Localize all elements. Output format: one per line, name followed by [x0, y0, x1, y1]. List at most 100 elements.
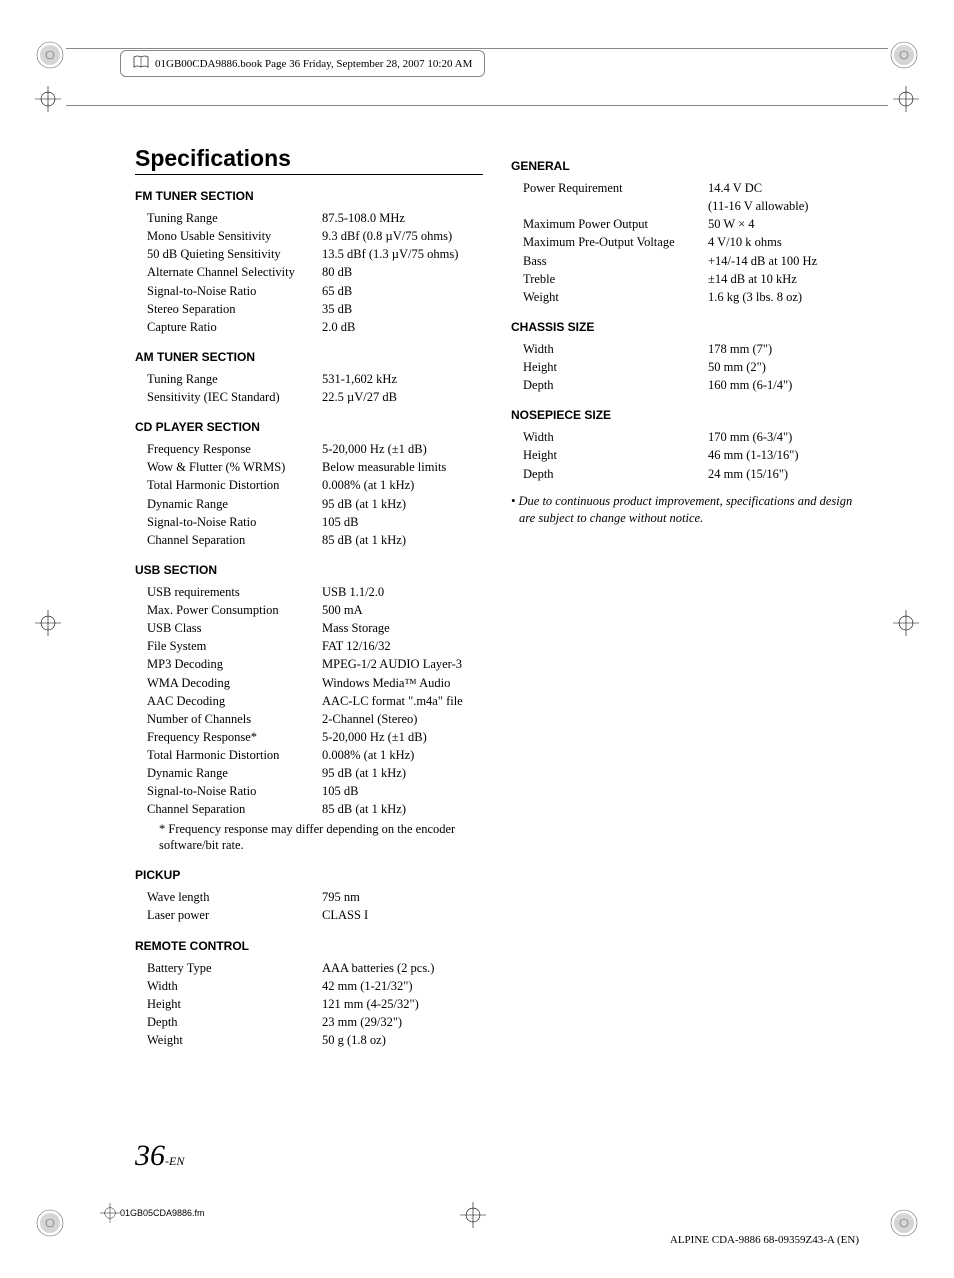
spec-label: Total Harmonic Distortion [147, 746, 322, 764]
section-heading: REMOTE CONTROL [135, 939, 483, 953]
disclaimer-note: • Due to continuous product improvement,… [511, 493, 859, 527]
spec-label: Frequency Response [147, 440, 322, 458]
spec-row: USB ClassMass Storage [147, 619, 483, 637]
spec-row-extra: (11-16 V allowable) [523, 197, 859, 215]
spec-row: Tuning Range531-1,602 kHz [147, 370, 483, 388]
spec-label: Sensitivity (IEC Standard) [147, 388, 322, 406]
header-text: 01GB00CDA9886.book Page 36 Friday, Septe… [155, 58, 472, 70]
spec-row: Stereo Separation35 dB [147, 300, 483, 318]
book-icon [133, 55, 149, 72]
spec-label: Stereo Separation [147, 300, 322, 318]
spec-row: Signal-to-Noise Ratio105 dB [147, 782, 483, 800]
spec-label: Mono Usable Sensitivity [147, 227, 322, 245]
spec-value: 160 mm (6-1/4") [708, 376, 859, 394]
book-header: 01GB00CDA9886.book Page 36 Friday, Septe… [120, 50, 485, 77]
crosshair-icon [893, 86, 919, 112]
spec-value: 95 dB (at 1 kHz) [322, 764, 483, 782]
section-heading: FM TUNER SECTION [135, 189, 483, 203]
page-number-value: 36 [135, 1139, 165, 1172]
spec-value: 0.008% (at 1 kHz) [322, 746, 483, 764]
spec-row: Bass+14/-14 dB at 100 Hz [523, 252, 859, 270]
spec-value: 121 mm (4-25/32") [322, 995, 483, 1013]
spec-row: USB requirementsUSB 1.1/2.0 [147, 583, 483, 601]
section-footnote: * Frequency response may differ dependin… [159, 821, 483, 855]
spec-row: Alternate Channel Selectivity80 dB [147, 263, 483, 281]
spec-list: Wave length795 nmLaser powerCLASS I [147, 888, 483, 924]
crosshair-icon [100, 1203, 120, 1223]
section-heading: PICKUP [135, 868, 483, 882]
spec-row: Laser powerCLASS I [147, 906, 483, 924]
crosshair-icon [893, 610, 919, 636]
crosshair-icon [35, 610, 61, 636]
spec-label: Weight [523, 288, 708, 306]
spec-row: Dynamic Range95 dB (at 1 kHz) [147, 764, 483, 782]
spec-row: Maximum Pre-Output Voltage4 V/10 k ohms [523, 233, 859, 251]
spec-row: Signal-to-Noise Ratio105 dB [147, 513, 483, 531]
crosshair-icon [35, 86, 61, 112]
spec-row: Power Requirement14.4 V DC [523, 179, 859, 197]
spec-row: Total Harmonic Distortion0.008% (at 1 kH… [147, 746, 483, 764]
content-area: Specifications FM TUNER SECTIONTuning Ra… [135, 145, 859, 1049]
spec-list: Frequency Response5-20,000 Hz (±1 dB)Wow… [147, 440, 483, 549]
spec-label: Frequency Response* [147, 728, 322, 746]
spec-value: 0.008% (at 1 kHz) [322, 476, 483, 494]
section-heading: GENERAL [511, 159, 859, 173]
spec-list: Tuning Range87.5-108.0 MHzMono Usable Se… [147, 209, 483, 336]
spec-label: WMA Decoding [147, 674, 322, 692]
spec-label: Signal-to-Noise Ratio [147, 513, 322, 531]
spec-row: Frequency Response*5-20,000 Hz (±1 dB) [147, 728, 483, 746]
spec-row: Signal-to-Noise Ratio65 dB [147, 282, 483, 300]
spec-row: Dynamic Range95 dB (at 1 kHz) [147, 495, 483, 513]
spec-list: Battery TypeAAA batteries (2 pcs.)Width4… [147, 959, 483, 1050]
spec-label: Capture Ratio [147, 318, 322, 336]
spec-label: Number of Channels [147, 710, 322, 728]
spec-value: 170 mm (6-3/4") [708, 428, 859, 446]
spec-value: 14.4 V DC [708, 179, 859, 197]
spec-value: 42 mm (1-21/32") [322, 977, 483, 995]
section-heading: NOSEPIECE SIZE [511, 408, 859, 422]
spec-label: Depth [147, 1013, 322, 1031]
regmark-icon [889, 1208, 919, 1238]
spec-value: 35 dB [322, 300, 483, 318]
spec-row: Width170 mm (6-3/4") [523, 428, 859, 446]
footer-filename: 01GB05CDA9886.fm [120, 1208, 205, 1218]
spec-label: MP3 Decoding [147, 655, 322, 673]
regmark-icon [35, 1208, 65, 1238]
spec-row: Battery TypeAAA batteries (2 pcs.) [147, 959, 483, 977]
spec-label: Signal-to-Noise Ratio [147, 282, 322, 300]
spec-value: 65 dB [322, 282, 483, 300]
spec-label: AAC Decoding [147, 692, 322, 710]
spec-row: Weight1.6 kg (3 lbs. 8 oz) [523, 288, 859, 306]
spec-row: Width42 mm (1-21/32") [147, 977, 483, 995]
spec-label: File System [147, 637, 322, 655]
spec-value: 80 dB [322, 263, 483, 281]
spec-value: 50 g (1.8 oz) [322, 1031, 483, 1049]
spec-label: Depth [523, 376, 708, 394]
spec-value: 1.6 kg (3 lbs. 8 oz) [708, 288, 859, 306]
spec-label: Laser power [147, 906, 322, 924]
spec-value: 50 W × 4 [708, 215, 859, 233]
spec-row: Height50 mm (2") [523, 358, 859, 376]
spec-label: Height [147, 995, 322, 1013]
spec-value: 178 mm (7") [708, 340, 859, 358]
spec-value: 9.3 dBf (0.8 µV/75 ohms) [322, 227, 483, 245]
spec-value: MPEG-1/2 AUDIO Layer-3 [322, 655, 483, 673]
spec-label: 50 dB Quieting Sensitivity [147, 245, 322, 263]
regmark-icon [889, 40, 919, 70]
spec-value: 795 nm [322, 888, 483, 906]
spec-label: Wave length [147, 888, 322, 906]
spec-label: Maximum Pre-Output Voltage [523, 233, 708, 251]
spec-label: Channel Separation [147, 531, 322, 549]
regmark-icon [35, 40, 65, 70]
spec-value: 2.0 dB [322, 318, 483, 336]
spec-value: AAA batteries (2 pcs.) [322, 959, 483, 977]
frame-line [66, 105, 888, 106]
spec-label: Height [523, 446, 708, 464]
spec-value: 4 V/10 k ohms [708, 233, 859, 251]
spec-row: Height121 mm (4-25/32") [147, 995, 483, 1013]
spec-label: Height [523, 358, 708, 376]
section-heading: AM TUNER SECTION [135, 350, 483, 364]
spec-value: 500 mA [322, 601, 483, 619]
spec-label: Tuning Range [147, 209, 322, 227]
spec-row: Height46 mm (1-13/16") [523, 446, 859, 464]
